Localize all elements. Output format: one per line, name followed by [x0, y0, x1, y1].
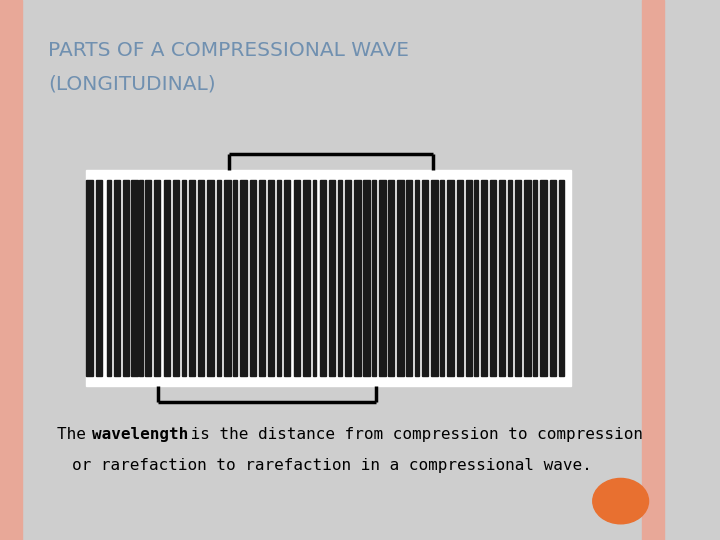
Bar [515, 180, 521, 376]
Bar [379, 180, 386, 376]
Bar [164, 180, 170, 376]
Text: wavelength: wavelength [92, 427, 189, 442]
Bar [268, 180, 274, 376]
Bar [189, 180, 195, 376]
Bar [422, 180, 428, 376]
Bar [284, 180, 290, 376]
Bar [354, 180, 361, 376]
Bar [481, 180, 487, 376]
Bar [86, 180, 93, 376]
Bar [217, 180, 221, 376]
Bar [559, 180, 564, 376]
Bar [642, 0, 664, 540]
Bar [139, 180, 143, 376]
Bar [431, 180, 438, 376]
Bar [294, 180, 300, 376]
Bar [303, 180, 310, 376]
Bar [440, 180, 444, 376]
Bar [388, 180, 395, 376]
Bar [320, 180, 326, 376]
Bar [524, 180, 531, 376]
Bar [114, 180, 120, 376]
Bar [456, 180, 463, 376]
Bar [173, 180, 179, 376]
Bar [474, 180, 478, 376]
Text: The: The [57, 427, 95, 442]
Bar [86, 170, 571, 386]
Bar [181, 180, 186, 376]
Bar [490, 180, 496, 376]
Bar [207, 180, 214, 376]
Bar [364, 180, 370, 376]
Bar [233, 180, 237, 376]
Bar [276, 180, 281, 376]
Bar [372, 180, 376, 376]
Bar [466, 180, 472, 376]
Bar [258, 180, 265, 376]
Bar [540, 180, 546, 376]
Bar [312, 180, 317, 376]
Bar [508, 180, 512, 376]
Bar [447, 180, 454, 376]
Bar [329, 180, 336, 376]
Bar [0, 0, 22, 540]
Text: or rarefaction to rarefaction in a compressional wave.: or rarefaction to rarefaction in a compr… [72, 458, 592, 473]
Bar [345, 180, 351, 376]
Bar [96, 180, 102, 376]
Bar [107, 180, 111, 376]
Bar [550, 180, 557, 376]
Bar [131, 180, 138, 376]
Circle shape [593, 478, 649, 524]
Bar [533, 180, 537, 376]
Bar [499, 180, 505, 376]
Text: PARTS OF A COMPRESSIONAL WAVE: PARTS OF A COMPRESSIONAL WAVE [48, 40, 409, 59]
Bar [406, 180, 413, 376]
Bar [397, 180, 404, 376]
Bar [225, 180, 230, 376]
Text: The wavelength is the distance from compression to compression: The wavelength is the distance from comp… [0, 539, 1, 540]
Text: (LONGITUDINAL): (LONGITUDINAL) [48, 75, 215, 93]
Bar [240, 180, 247, 376]
Bar [250, 180, 256, 376]
Bar [145, 180, 151, 376]
Bar [415, 180, 419, 376]
Bar [154, 180, 161, 376]
Bar [122, 180, 129, 376]
Bar [338, 180, 342, 376]
Text: is the distance from compression to compression: is the distance from compression to comp… [181, 427, 643, 442]
Bar [198, 180, 204, 376]
